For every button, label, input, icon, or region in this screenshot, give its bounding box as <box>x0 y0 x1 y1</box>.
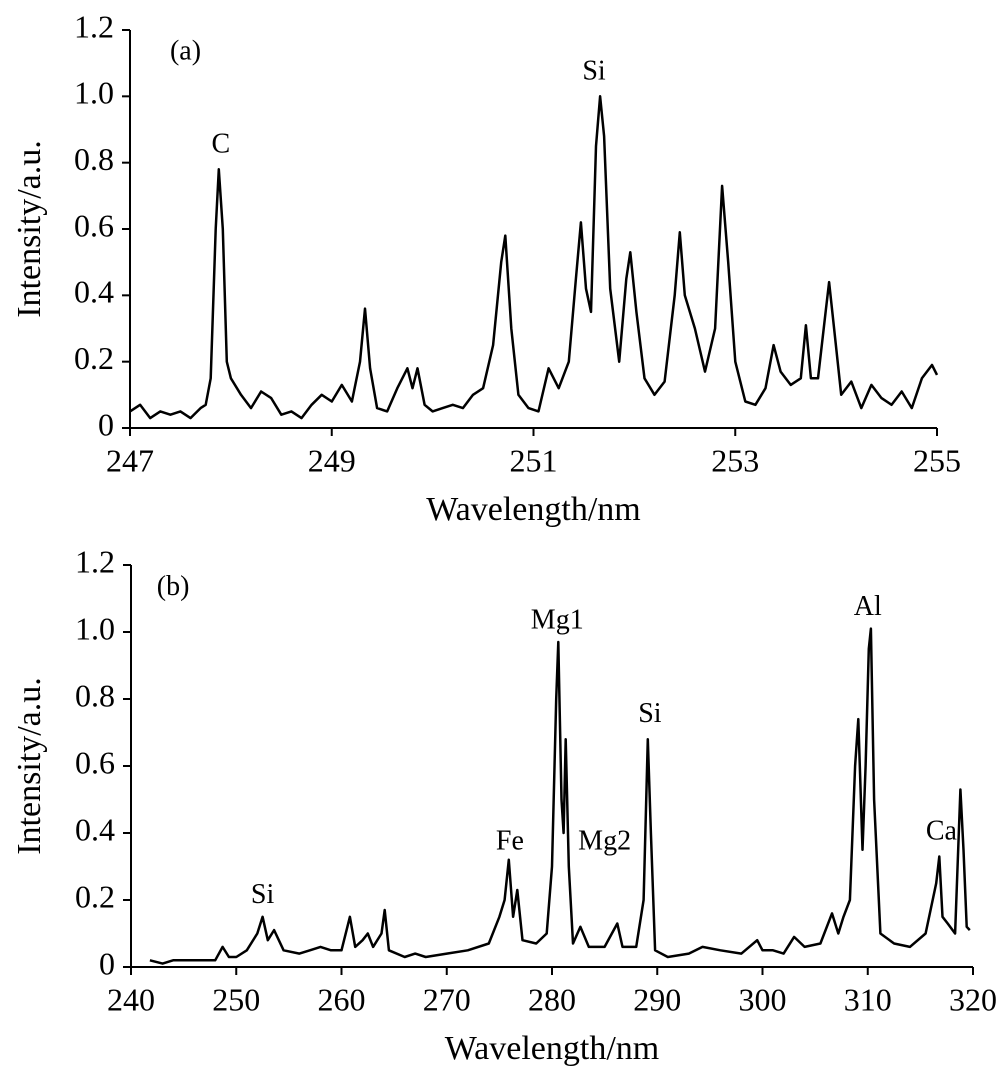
x-tick-label: 300 <box>739 981 787 1017</box>
y-tick-label: 0.4 <box>75 811 115 847</box>
y-tick-label: 0.8 <box>75 677 115 713</box>
x-tick-label: 290 <box>633 981 681 1017</box>
x-tick-label: 280 <box>528 981 576 1017</box>
x-tick-label: 320 <box>949 981 997 1017</box>
y-tick-label: 0.2 <box>75 878 115 914</box>
x-tick-label: 310 <box>844 981 892 1017</box>
x-tick-label: 251 <box>510 442 558 478</box>
annotation: Ca <box>926 815 958 846</box>
spectrum-line <box>149 627 971 965</box>
y-tick-label: 1.2 <box>75 543 115 579</box>
panel: 0 0.2 0.4 0.6 0.8 1.0 1.2 240 250 260 270 280 290 300… <box>11 543 997 1066</box>
y-tick-label: 0.6 <box>75 744 115 780</box>
y-axis-label: Intensity/a.u. <box>11 140 48 318</box>
y-axis-label: Intensity/a.u. <box>11 677 48 855</box>
annotation: C <box>211 129 230 160</box>
annotation: Fe <box>496 825 524 856</box>
annotation: Si <box>582 56 606 87</box>
annotation: (b) <box>157 571 190 602</box>
x-tick-label: 249 <box>308 442 356 478</box>
x-tick-label: 240 <box>107 981 155 1017</box>
y-tick-label: 0.6 <box>74 207 114 243</box>
y-tick-label: 0.8 <box>74 141 114 177</box>
y-tick-label: 0.4 <box>74 274 114 310</box>
x-axis-label: Wavelength/nm <box>445 1030 659 1067</box>
y-tick-label: 1.0 <box>74 75 114 111</box>
x-tick-label: 260 <box>318 981 366 1017</box>
spectrum-line <box>129 95 939 420</box>
x-tick-label: 255 <box>913 442 961 478</box>
x-tick-label: 253 <box>711 442 759 478</box>
x-tick-label: 270 <box>423 981 471 1017</box>
x-tick-label: 247 <box>106 442 154 478</box>
annotation: Al <box>854 591 882 622</box>
panel: 0 0.2 0.4 0.6 0.8 1.0 1.2 247 249 251 253 255 Wavele… <box>11 8 961 527</box>
y-tick-label: 1.2 <box>74 8 114 44</box>
y-tick-label: 0 <box>99 945 115 981</box>
y-tick-label: 1.0 <box>75 610 115 646</box>
x-tick-label: 250 <box>212 981 260 1017</box>
y-tick-label: 0 <box>98 406 114 442</box>
annotation: (a) <box>170 36 201 67</box>
x-axis-label: Wavelength/nm <box>426 491 640 528</box>
annotation: Si <box>638 698 662 729</box>
y-tick-label: 0.2 <box>74 340 114 376</box>
annotation: Si <box>251 879 275 910</box>
annotation: Mg2 <box>578 825 631 856</box>
annotation: Mg1 <box>531 604 584 635</box>
